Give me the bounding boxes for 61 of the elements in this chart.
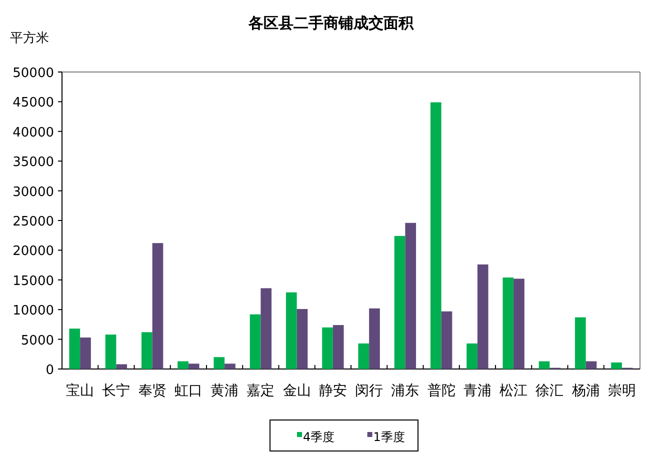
x-tick-label: 奉贤 — [138, 383, 166, 399]
bar — [369, 308, 380, 369]
bar — [260, 288, 272, 369]
x-tick-label: 杨浦 — [570, 383, 600, 399]
y-tick-label: 20000 — [12, 244, 54, 260]
bar — [611, 362, 622, 369]
bar — [80, 338, 91, 369]
legend-label: 1季度 — [373, 430, 405, 444]
bar — [322, 327, 333, 369]
x-tick-label: 徐汇 — [536, 383, 564, 399]
x-tick-label: 宝山 — [66, 383, 94, 399]
y-tick-label: 0 — [46, 363, 54, 378]
x-tick-label: 静安 — [318, 383, 347, 399]
y-tick-label: 10000 — [12, 304, 54, 319]
bar — [69, 328, 80, 369]
x-tick-label: 青浦 — [463, 383, 492, 399]
bar — [466, 343, 478, 369]
bar — [502, 278, 514, 369]
y-tick-label: 5000 — [20, 333, 54, 348]
bar — [105, 334, 116, 369]
y-tick-label: 50000 — [12, 66, 54, 81]
bar — [214, 357, 225, 369]
y-tick-label: 30000 — [12, 184, 54, 200]
bar — [224, 364, 236, 369]
y-axis-title: 平方米 — [10, 30, 49, 46]
bar — [358, 343, 370, 369]
bar — [296, 309, 308, 369]
y-tick-label: 25000 — [12, 214, 54, 230]
x-tick-label: 闵行 — [355, 383, 384, 399]
x-tick-label: 浦东 — [391, 383, 420, 399]
bar — [141, 332, 152, 369]
x-tick-label: 虹口 — [174, 383, 202, 399]
x-tick-label: 普陀 — [427, 382, 456, 399]
y-tick-label: 15000 — [12, 274, 54, 289]
bar — [152, 243, 164, 369]
bar — [116, 364, 128, 369]
bar — [574, 317, 586, 369]
y-tick-label: 45000 — [12, 96, 54, 111]
bar — [188, 364, 200, 369]
bar — [332, 325, 344, 369]
bar — [430, 102, 442, 369]
y-tick-label: 35000 — [12, 155, 54, 170]
bar — [178, 361, 188, 369]
bar — [286, 292, 297, 369]
x-tick-label: 黄浦 — [210, 383, 239, 399]
x-tick-label: 嘉定 — [246, 383, 275, 399]
bar — [405, 222, 416, 369]
x-tick-label: 松江 — [500, 383, 528, 399]
x-tick-label: 金山 — [282, 383, 311, 399]
y-tick-label: 40000 — [12, 125, 54, 140]
x-tick-label: 崇明 — [608, 383, 636, 399]
bar — [586, 361, 597, 369]
chart-title: 各区县二手商铺成交面积 — [248, 14, 414, 32]
x-tick-label: 长宁 — [102, 383, 130, 399]
bar — [477, 264, 488, 369]
bar — [250, 314, 261, 369]
bar — [538, 361, 550, 369]
bar — [514, 278, 524, 369]
legend-label: 4季度 — [303, 430, 335, 444]
bar — [441, 311, 452, 369]
bar — [394, 236, 406, 369]
